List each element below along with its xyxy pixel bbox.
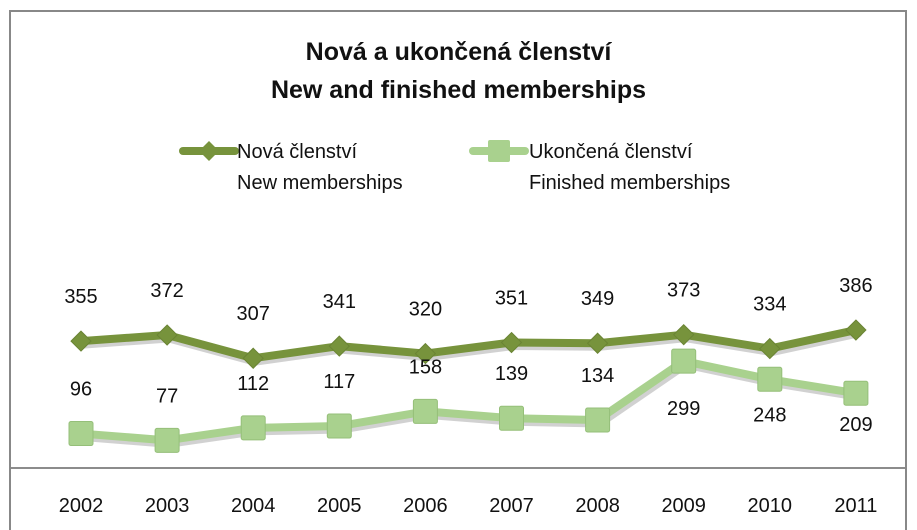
series-2-data-label: 96 xyxy=(70,379,92,401)
series-1-data-label: 372 xyxy=(150,280,183,302)
x-tick-label: 2011 xyxy=(834,495,877,517)
series-2-data-label: 209 xyxy=(839,414,872,436)
legend-square-marker xyxy=(488,140,510,162)
series-1-point xyxy=(414,342,437,365)
series-1-point xyxy=(845,319,867,341)
series-1-point xyxy=(672,323,695,346)
legend-label-en: New memberships xyxy=(237,172,403,194)
series-2-point xyxy=(843,380,869,406)
x-tick-label: 2005 xyxy=(317,495,362,517)
x-tick-label: 2006 xyxy=(403,495,448,517)
series-2-line xyxy=(77,357,860,445)
legend-diamond-marker xyxy=(199,141,219,161)
x-tick-label: 2004 xyxy=(231,495,276,517)
chart-title: Nová a ukončená členství xyxy=(305,38,612,66)
series-1-data-label: 307 xyxy=(237,303,270,325)
series-2-point xyxy=(68,421,94,447)
series-2-point xyxy=(412,398,438,424)
series-1-data-label: 341 xyxy=(323,291,356,313)
series-1-line xyxy=(77,326,860,363)
legend-label: Nová členství xyxy=(237,141,357,163)
series-1-data-label: 320 xyxy=(409,299,442,321)
series-2-point xyxy=(585,407,611,433)
series-2-point xyxy=(240,415,266,441)
series-1-data-label: 386 xyxy=(839,275,872,297)
x-tick-label: 2008 xyxy=(575,495,620,517)
x-tick-label: 2010 xyxy=(748,495,793,517)
x-tick-label: 2007 xyxy=(489,495,534,517)
series-1-data-label: 349 xyxy=(581,288,614,310)
series-1-data-label: 334 xyxy=(753,294,786,316)
legend-label: Ukončená členství xyxy=(529,141,693,163)
series-2-data-label: 117 xyxy=(323,371,355,393)
series-1-data-label: 351 xyxy=(495,288,528,310)
series-2-data-label: 112 xyxy=(237,373,269,395)
legend-label-en: Finished memberships xyxy=(529,172,730,194)
x-tick-label: 2002 xyxy=(59,495,104,517)
series-2-data-label: 158 xyxy=(409,356,442,378)
series-2-data-label: 139 xyxy=(495,363,528,385)
series-1-data-label: 373 xyxy=(667,280,700,302)
series-1-data-label: 355 xyxy=(64,286,97,308)
series-1-point xyxy=(242,347,264,369)
series-2-point xyxy=(154,427,180,453)
series-2-point xyxy=(671,348,697,374)
series-1-point xyxy=(759,337,781,360)
series-2-point xyxy=(326,413,352,439)
chart-subtitle: New and finished memberships xyxy=(270,76,647,104)
series-1-point xyxy=(156,324,178,346)
series-2-point xyxy=(757,366,783,392)
series-2-point xyxy=(499,405,524,431)
series-1-point xyxy=(586,332,609,354)
series-2-data-label: 77 xyxy=(156,385,178,407)
x-tick-label: 2009 xyxy=(661,495,706,517)
series-2-data-label: 299 xyxy=(667,398,700,420)
series-1-point xyxy=(500,331,523,354)
series-1-point xyxy=(328,335,351,357)
series-2-data-label: 134 xyxy=(581,365,614,387)
x-tick-label: 2003 xyxy=(145,495,190,517)
series-2-data-label: 248 xyxy=(753,404,786,426)
series-1-point xyxy=(70,330,92,352)
